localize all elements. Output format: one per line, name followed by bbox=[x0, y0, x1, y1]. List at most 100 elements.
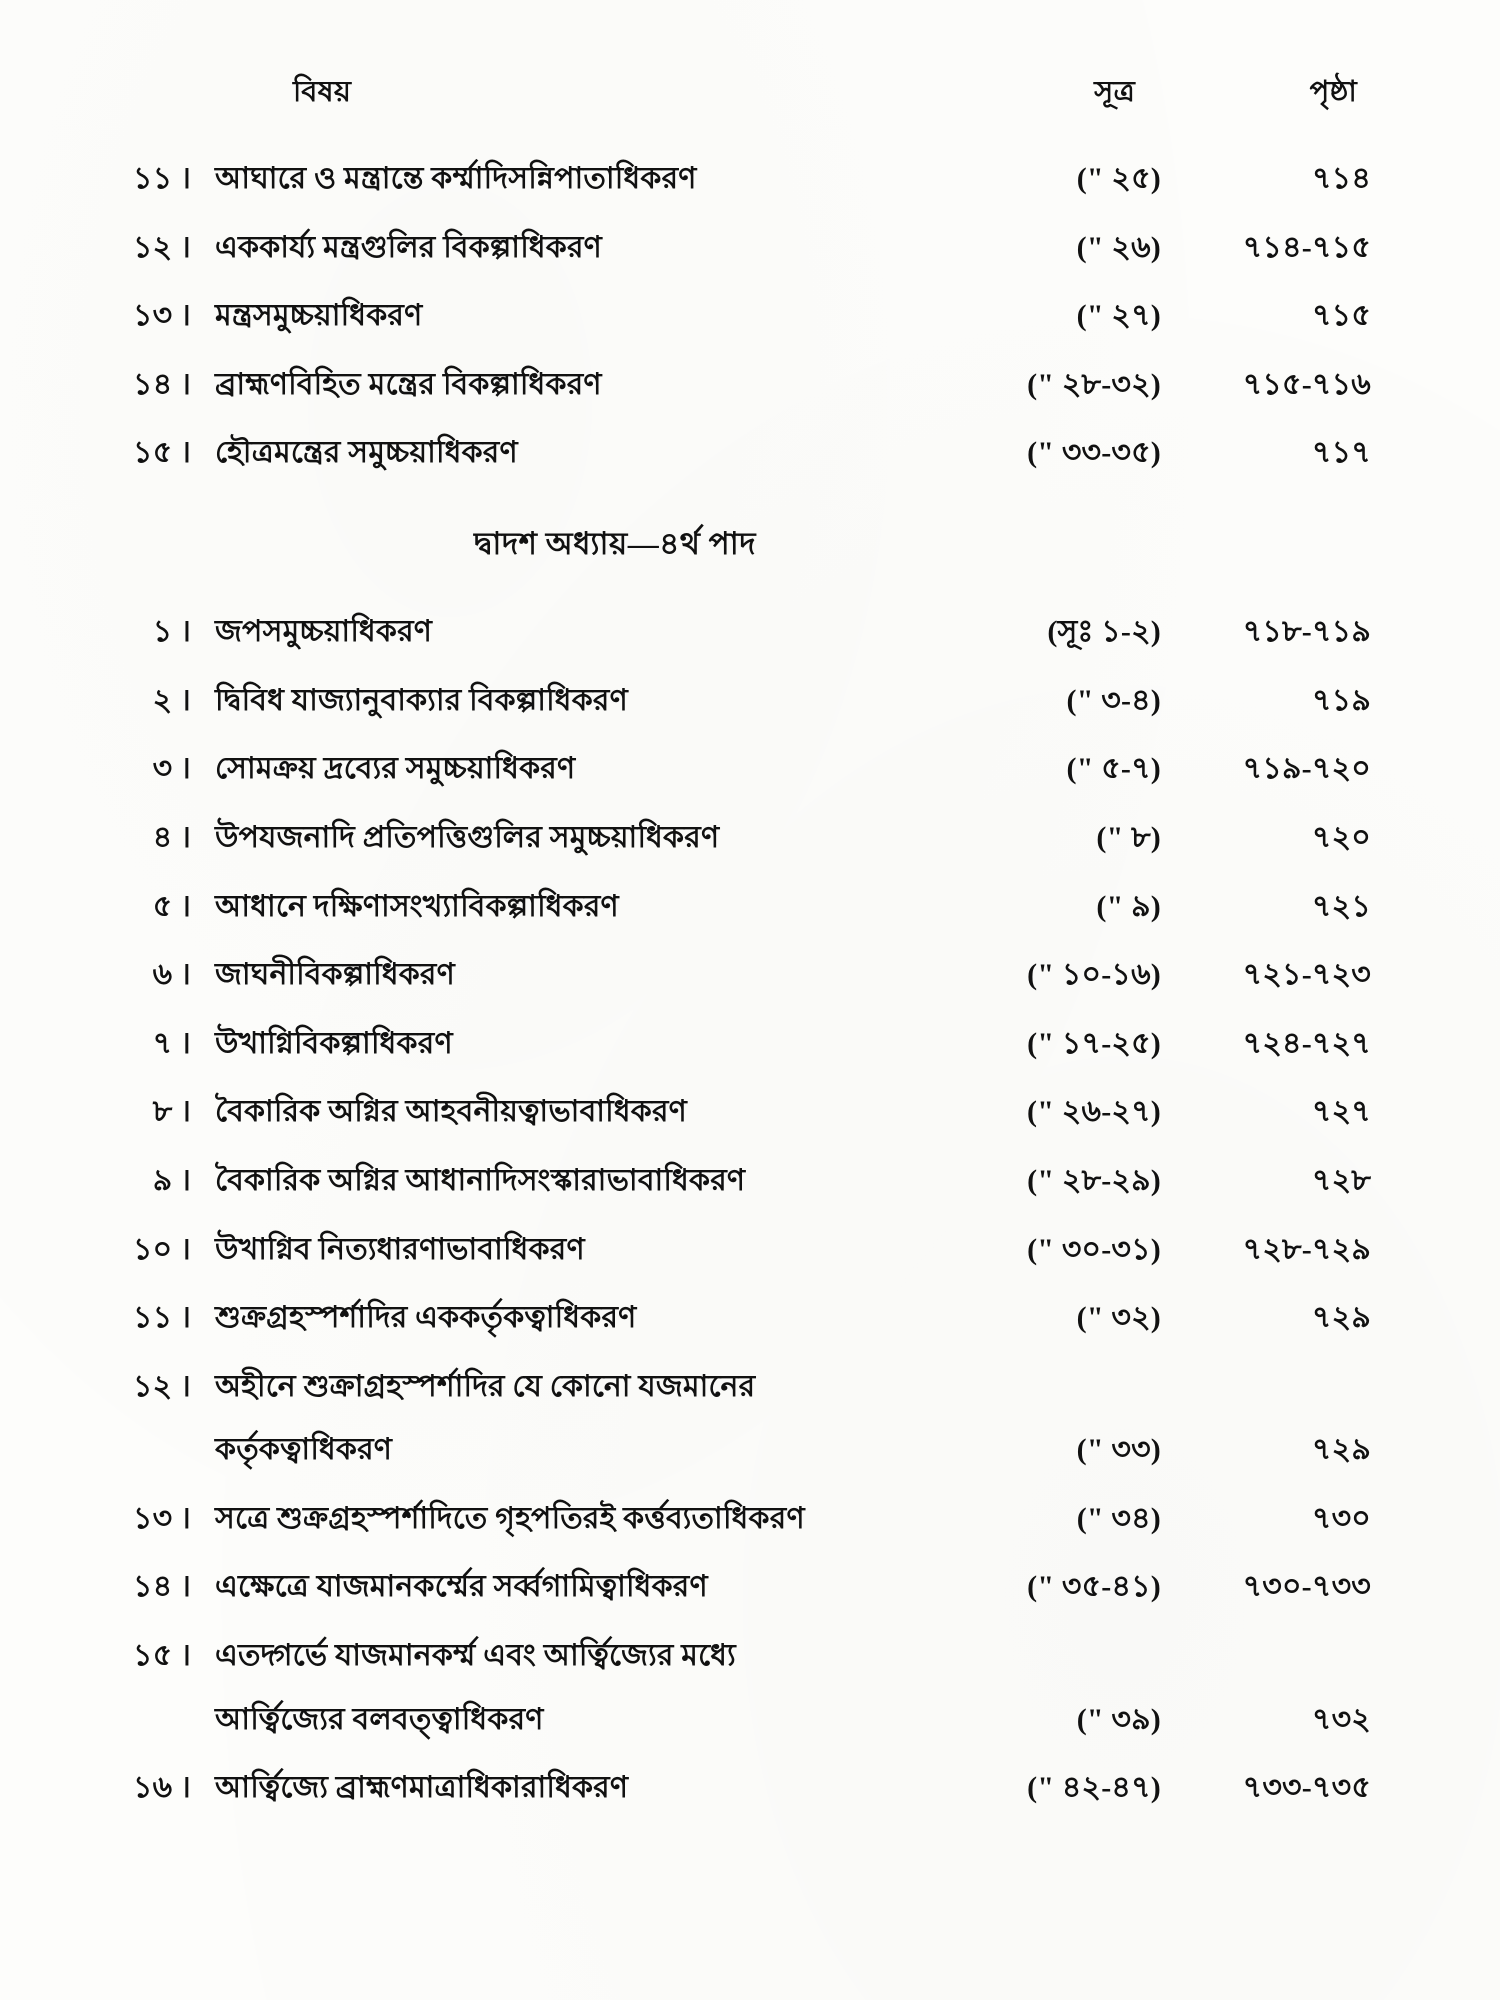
entry-sutra: (" ৩৩-৩৫) bbox=[1027, 436, 1161, 470]
entry-sutra: (" ৫-৭) bbox=[1066, 752, 1161, 786]
entry-sutra: (" ২৫) bbox=[1076, 162, 1161, 196]
entry-title: মন্ত্রসমুচ্চয়াধিকরণ bbox=[215, 299, 423, 333]
entry-title: জপসমুচ্চয়াধিকরণ bbox=[215, 615, 433, 649]
entry-number: ৯ । bbox=[152, 1163, 191, 1197]
entry-number: ১৫ । bbox=[133, 436, 191, 470]
toc-row: ৭ । উখাগ্নিবিকল্পাধিকরণ (" ১৭-২৫) ৭২৪-৭২… bbox=[95, 1021, 1415, 1067]
entry-number: ১৬ । bbox=[132, 1771, 191, 1805]
entry-page: ৭৩৩-৭৩৫ bbox=[1242, 1771, 1371, 1805]
entry-sutra: (" ২৬-২৭) bbox=[1027, 1095, 1161, 1129]
entry-page: ৭২১-৭২৩ bbox=[1242, 958, 1371, 992]
entry-page: ৭৩০-৭৩৩ bbox=[1242, 1570, 1371, 1604]
entry-number: ১৩ । bbox=[132, 1501, 191, 1535]
entry-title: অহীনে শুক্রাগ্রহস্পর্শাদির যে কোনো যজমান… bbox=[215, 1369, 756, 1403]
toc-row: ১৫ । এতদ্গর্ভে যাজমানকর্ম্ম এবং আর্ত্বিজ… bbox=[95, 1633, 1415, 1679]
entry-number: ৪ । bbox=[152, 820, 191, 854]
entry-sutra: (" ৩-৪) bbox=[1066, 683, 1161, 717]
toc-section-chapter-12-pada-4: ১ । জপসমুচ্চয়াধিকরণ (সূঃ ১-২) ৭১৮-৭১৯ ২… bbox=[95, 609, 1415, 1811]
entry-page: ৭১৫ bbox=[1311, 299, 1371, 333]
entry-page: ৭৩২ bbox=[1311, 1702, 1371, 1736]
toc-row: ১১ । শুক্রগ্রহস্পর্শাদির এককর্তৃকত্বাধিক… bbox=[95, 1295, 1415, 1341]
entry-title: সোমক্রয় দ্রব্যের সমুচ্চয়াধিকরণ bbox=[215, 752, 576, 786]
toc-row: ৯ । বৈকারিক অগ্নির আধানাদিসংস্কারাভাবাধি… bbox=[95, 1158, 1415, 1204]
entry-number: ১৪ । bbox=[133, 367, 191, 401]
entry-page: ৭২৭ bbox=[1311, 1095, 1371, 1129]
entry-page: ৭১৭ bbox=[1311, 436, 1371, 470]
entry-number: ৭ । bbox=[152, 1026, 191, 1060]
toc-row: ১০ । উখাগ্নিব নিত্যধারণাভাবাধিকরণ (" ৩০-… bbox=[95, 1227, 1415, 1273]
entry-number: ১১ । bbox=[133, 162, 191, 196]
entry-sutra: (" ২৭) bbox=[1076, 299, 1161, 333]
entry-sutra: (" ২৬) bbox=[1076, 230, 1161, 264]
toc-row: ৪ । উপযজনাদি প্রতিপত্তিগুলির সমুচ্চয়াধি… bbox=[95, 815, 1415, 861]
entry-sutra: (" ৩৫-৪১) bbox=[1027, 1570, 1161, 1604]
entry-title: আধানে দক্ষিণাসংখ্যাবিকল্পাধিকরণ bbox=[215, 889, 619, 923]
entry-title: বৈকারিক অগ্নির আধানাদিসংস্কারাভাবাধিকরণ bbox=[215, 1163, 746, 1197]
toc-row: ৮ । বৈকারিক অগ্নির আহবনীয়ত্বাভাবাধিকরণ … bbox=[95, 1089, 1415, 1135]
column-header-page: পৃষ্ঠা bbox=[1309, 76, 1357, 108]
entry-title: জাঘনীবিকল্পাধিকরণ bbox=[215, 958, 455, 992]
entry-title: এককার্য্য মন্ত্রগুলির বিকল্পাধিকরণ bbox=[215, 230, 603, 264]
entry-number: ১ । bbox=[152, 615, 191, 649]
toc-row: ২ । দ্বিবিধ যাজ্যানুবাক্যার বিকল্পাধিকরণ… bbox=[95, 678, 1415, 724]
toc-row-continuation: আর্ত্বিজ্যের বলবত্ত্বাধিকরণ (" ৩৯) ৭৩২ bbox=[95, 1697, 1415, 1743]
column-header-sutra: সূত্র bbox=[1094, 76, 1135, 108]
entry-page: ৭১৪-৭১৫ bbox=[1242, 230, 1371, 264]
entry-page: ৭২৮ bbox=[1311, 1163, 1371, 1197]
column-header-subject: বিষয় bbox=[293, 76, 352, 108]
entry-title-line2: আর্ত্বিজ্যের বলবত্ত্বাধিকরণ bbox=[215, 1702, 544, 1736]
entry-page: ৭২৯ bbox=[1311, 1301, 1371, 1335]
toc-row: ১১ । আঘারে ও মন্ত্রান্তে কর্ম্মাদিসন্নিপ… bbox=[95, 156, 1415, 202]
toc-section-continued: ১১ । আঘারে ও মন্ত্রান্তে কর্ম্মাদিসন্নিপ… bbox=[95, 156, 1415, 476]
entry-number: ৫ । bbox=[152, 889, 191, 923]
entry-sutra: (" ৩০-৩১) bbox=[1027, 1232, 1161, 1266]
entry-title: আঘারে ও মন্ত্রান্তে কর্ম্মাদিসন্নিপাতাধি… bbox=[215, 162, 697, 196]
entry-page: ৭১৪ bbox=[1311, 162, 1371, 196]
entry-title: শুক্রগ্রহস্পর্শাদির এককর্তৃকত্বাধিকরণ bbox=[215, 1301, 637, 1335]
entry-number: ১২ । bbox=[132, 1369, 191, 1403]
toc-row: ১ । জপসমুচ্চয়াধিকরণ (সূঃ ১-২) ৭১৮-৭১৯ bbox=[95, 609, 1415, 655]
entry-page: ৭২৮-৭২৯ bbox=[1242, 1232, 1371, 1266]
toc-row: ১২ । অহীনে শুক্রাগ্রহস্পর্শাদির যে কোনো … bbox=[95, 1364, 1415, 1410]
toc-row: ৬ । জাঘনীবিকল্পাধিকরণ (" ১০-১৬) ৭২১-৭২৩ bbox=[95, 952, 1415, 998]
entry-sutra: (" ১০-১৬) bbox=[1027, 958, 1161, 992]
entry-page: ৭৩০ bbox=[1311, 1501, 1371, 1535]
entry-title-line2: কর্তৃকত্বাধিকরণ bbox=[215, 1433, 393, 1467]
entry-sutra: (" ৮) bbox=[1096, 820, 1161, 854]
chapter-heading: দ্বাদশ অধ্যায়—৪র্থ পাদ bbox=[473, 526, 756, 562]
entry-title: উখাগ্নিব নিত্যধারণাভাবাধিকরণ bbox=[215, 1232, 585, 1266]
entry-title: দ্বিবিধ যাজ্যানুবাক্যার বিকল্পাধিকরণ bbox=[215, 683, 628, 717]
entry-page: ৭২৪-৭২৭ bbox=[1242, 1026, 1371, 1060]
entry-number: ১১ । bbox=[133, 1301, 191, 1335]
toc-row-continuation: কর্তৃকত্বাধিকরণ (" ৩৩) ৭২৯ bbox=[95, 1427, 1415, 1473]
toc-row: ১৩ । সত্রে শুক্রগ্রহস্পর্শাদিতে গৃহপতিরই… bbox=[95, 1496, 1415, 1542]
entry-page: ৭২১ bbox=[1311, 889, 1371, 923]
entry-title: হৌত্রমন্ত্রের সমুচ্চয়াধিকরণ bbox=[215, 436, 518, 470]
toc-row: ১৫ । হৌত্রমন্ত্রের সমুচ্চয়াধিকরণ (" ৩৩-… bbox=[95, 430, 1415, 476]
toc-row: ১৪ । ব্রাহ্মণবিহিত মন্ত্রের বিকল্পাধিকরণ… bbox=[95, 362, 1415, 408]
entry-number: ২ । bbox=[152, 683, 191, 717]
entry-sutra: (" ৩৯) bbox=[1076, 1702, 1161, 1736]
entry-title: উখাগ্নিবিকল্পাধিকরণ bbox=[215, 1026, 453, 1060]
toc-column-headers: বিষয় সূত্র পৃষ্ঠা bbox=[95, 70, 1415, 114]
entry-number: ১৩ । bbox=[132, 299, 191, 333]
entry-page: ৭১৯ bbox=[1311, 683, 1371, 717]
entry-title: সত্রে শুক্রগ্রহস্পর্শাদিতে গৃহপতিরই কর্ত… bbox=[215, 1501, 805, 1535]
entry-number: ১৪ । bbox=[133, 1570, 191, 1604]
entry-number: ১০ । bbox=[132, 1232, 191, 1266]
toc-content: বিষয় সূত্র পৃষ্ঠা ১১ । আঘারে ও মন্ত্রান… bbox=[95, 70, 1415, 1834]
entry-sutra: (" ৪২-৪৭) bbox=[1027, 1771, 1161, 1805]
entry-number: ৬ । bbox=[152, 958, 191, 992]
entry-sutra: (" ২৮-২৯) bbox=[1027, 1163, 1161, 1197]
entry-sutra: (" ২৮-৩২) bbox=[1027, 367, 1161, 401]
toc-row: ১৬ । আর্ত্বিজ্যে ব্রাহ্মণমাত্রাধিকারাধিক… bbox=[95, 1765, 1415, 1811]
entry-number: ৩ । bbox=[152, 752, 191, 786]
entry-page: ৭১৮-৭১৯ bbox=[1242, 615, 1371, 649]
entry-sutra: (" ৩২) bbox=[1076, 1301, 1161, 1335]
entry-page: ৭১৯-৭২০ bbox=[1242, 752, 1371, 786]
entry-sutra: (" ৩৩) bbox=[1076, 1433, 1161, 1467]
entry-number: ৮ । bbox=[152, 1095, 191, 1129]
entry-sutra: (" ৯) bbox=[1096, 889, 1161, 923]
entry-title: এতদ্গর্ভে যাজমানকর্ম্ম এবং আর্ত্বিজ্যের … bbox=[215, 1639, 736, 1673]
